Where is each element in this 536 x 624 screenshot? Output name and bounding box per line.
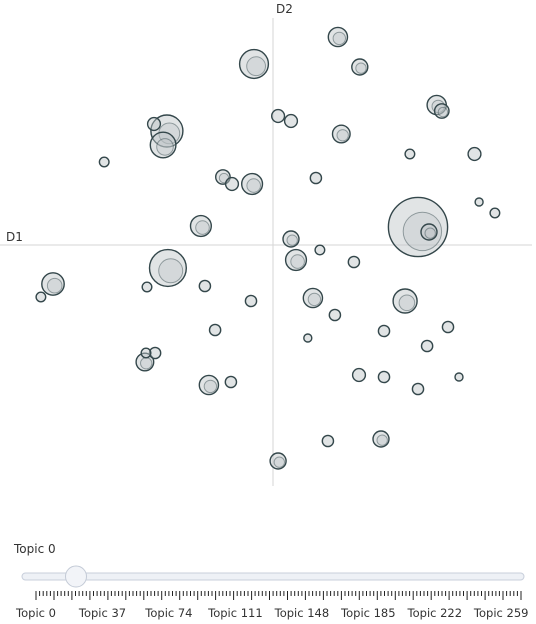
topic-circle-inner-ring [290,254,305,269]
topic-circle-inner-ring [437,106,449,118]
topic-circle[interactable] [282,230,300,248]
slider-handle[interactable] [65,565,87,588]
slider-tick-label: Topic 185 [340,606,396,620]
topic-circle-inner-ring [195,220,210,235]
d2-axis-label: D2 [276,2,293,16]
topic-circle-inner-ring [46,277,63,294]
d1-axis-label: D1 [6,230,23,244]
slider-tick-label: Topic 37 [78,606,126,620]
topic-circle[interactable] [331,124,351,144]
topic-circle[interactable] [146,116,162,132]
topic-circle[interactable] [148,346,162,360]
topic-circle[interactable] [392,288,418,314]
slider-tick-label: Topic 222 [407,606,463,620]
slider-track[interactable] [21,572,525,581]
topic-circle-inner-ring [158,258,184,284]
topic-circle[interactable] [372,430,390,448]
topic-circle[interactable] [41,272,65,296]
topic-circle[interactable] [283,113,299,129]
slider-tick-label: Topic 74 [144,606,192,620]
topic-circle-inner-ring [246,56,267,77]
topic-circle[interactable] [420,339,434,353]
topic-circle[interactable] [377,324,391,338]
topic-circle[interactable] [327,26,349,48]
topic-circle[interactable] [377,370,391,384]
topic-circle-inner-ring [424,227,436,239]
topic-circle[interactable] [474,197,484,207]
topic-circle-inner-ring [203,379,218,394]
topic-circle[interactable] [148,248,187,288]
topic-circle[interactable] [302,287,324,309]
topic-slider[interactable]: Topic 0 Topic 37 Topic 74 Topic 111 Topic 14… [0,560,536,624]
topic-circle[interactable] [140,347,152,359]
slider-tick-label: Topic 259 [473,606,529,620]
topic-circle[interactable] [98,156,110,168]
topic-circle[interactable] [489,207,501,219]
topic-circle[interactable] [141,281,153,293]
topic-circle-inner-ring [273,456,285,468]
slider-tick-label: Topic 148 [274,606,330,620]
topic-circle[interactable] [347,255,361,269]
topic-circle-inner-ring [398,294,416,312]
topic-circle[interactable] [244,294,258,308]
topic-circle-inner-ring [355,62,367,74]
topic-circles [35,26,501,470]
topic-circle-inner-ring [332,31,346,46]
topic-circle[interactable] [241,172,264,196]
topic-circle[interactable] [135,352,155,372]
slider-tick-label: Topic 0 [15,606,56,620]
topic-circle[interactable] [314,244,326,256]
topic-circle[interactable] [35,291,47,303]
topic-circle[interactable] [387,196,449,258]
topic-circle[interactable] [420,223,438,241]
slider-tick-labels: Topic 0 Topic 37 Topic 74 Topic 111 Topic 14… [15,606,528,620]
topic-circle-inner-ring [336,129,349,142]
topic-circle[interactable] [224,375,238,389]
intertopic-distance-map: D1 D2 [0,2,532,486]
topic-circle[interactable] [351,58,369,76]
slider-ticks [35,591,522,600]
topic-circle[interactable] [284,248,308,272]
slider-title: Topic 0 [14,542,56,556]
topic-circle[interactable] [224,176,240,192]
topic-circle[interactable] [328,308,342,322]
topic-circle[interactable] [269,452,287,470]
topic-circle[interactable] [411,382,425,396]
topic-circle[interactable] [467,146,482,162]
topic-circle-inner-ring [376,434,388,446]
topic-circle[interactable] [198,279,212,293]
topic-circle[interactable] [441,320,455,334]
topic-circle-inner-ring [156,138,174,156]
topic-circle[interactable] [208,323,222,337]
topic-circle-inner-ring [246,178,261,193]
topic-circle[interactable] [404,148,416,160]
topic-circle[interactable] [149,131,177,159]
topic-circle[interactable] [309,171,323,185]
slider-tick-label: Topic 111 [207,606,263,620]
topic-circle[interactable] [454,372,464,382]
topic-circle[interactable] [321,434,335,448]
topic-circle[interactable] [351,367,367,383]
topic-circle-inner-ring [402,211,443,252]
topic-circle[interactable] [271,108,286,124]
topic-circle[interactable] [198,374,220,396]
topic-circle[interactable] [238,48,270,80]
topic-circle-inner-ring [140,357,153,370]
topic-circle-inner-ring [286,234,298,246]
topic-circle-inner-ring [307,292,322,307]
topic-circle[interactable] [189,214,212,238]
topic-circle[interactable] [303,333,313,343]
topic-circle[interactable] [433,103,450,119]
